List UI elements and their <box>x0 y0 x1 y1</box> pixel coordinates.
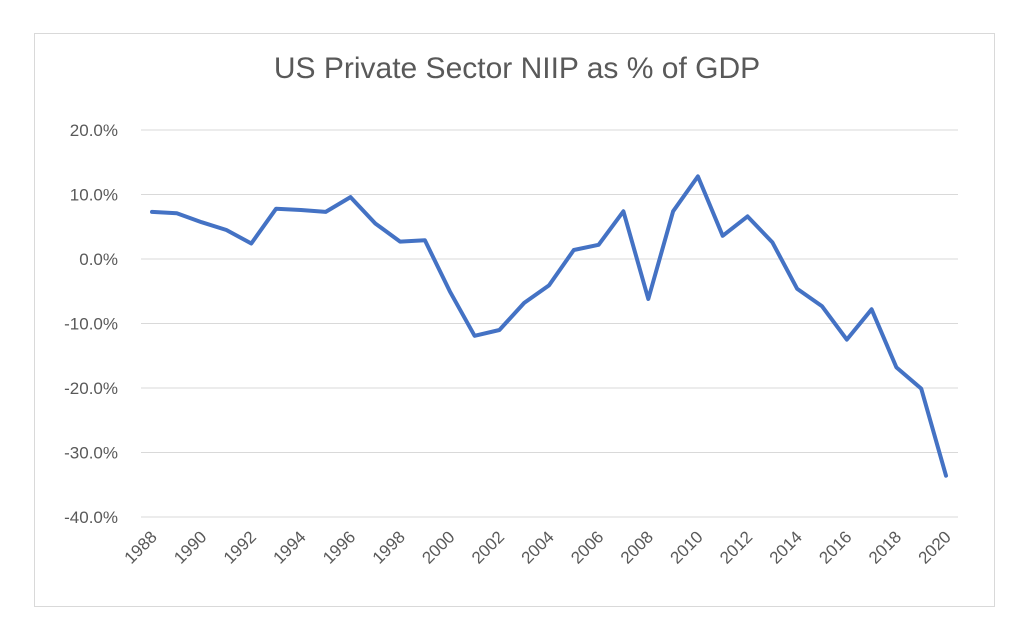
chart-title: US Private Sector NIIP as % of GDP <box>273 52 761 85</box>
x-tick-label: 2000 <box>418 527 458 567</box>
x-tick-label: 2006 <box>567 527 607 567</box>
y-tick-label: -10.0% <box>64 315 118 334</box>
x-tick-label: 1994 <box>270 527 310 567</box>
gridlines <box>141 129 958 518</box>
x-tick-label: 2008 <box>617 527 657 567</box>
x-tick-label: 2004 <box>518 527 558 567</box>
series-group <box>150 174 948 478</box>
y-tick-label: -30.0% <box>64 444 118 463</box>
y-tick-label: -40.0% <box>64 508 118 527</box>
y-tick-label: 0.0% <box>79 250 118 269</box>
x-tick-label: 2018 <box>865 527 905 567</box>
x-tick-label: 2010 <box>667 527 707 567</box>
y-tick-label: 20.0% <box>70 121 118 140</box>
chart-frame <box>34 33 995 607</box>
x-tick-label: 2002 <box>468 527 508 567</box>
series-line <box>150 174 948 478</box>
x-tick-label: 1988 <box>121 527 161 567</box>
x-axis-ticks: 1988 1990 1992 1994 1996 1998 2000 2002 2004 2006… <box>121 527 955 567</box>
y-axis-ticks: 20.0% 10.0% 0.0% -10.0% -20.0% -30.0% -40.0% <box>64 121 118 527</box>
y-tick-label: -20.0% <box>64 379 118 398</box>
x-tick-label: 1998 <box>369 527 409 567</box>
x-tick-label: 1992 <box>220 527 260 567</box>
y-tick-label: 10.0% <box>70 186 118 205</box>
x-tick-label: 2012 <box>716 527 756 567</box>
x-tick-label: 2020 <box>915 527 955 567</box>
x-tick-label: 1990 <box>170 527 210 567</box>
x-tick-label: 2014 <box>766 527 806 567</box>
x-tick-label: 1996 <box>319 527 359 567</box>
x-tick-label: 2016 <box>815 527 855 567</box>
